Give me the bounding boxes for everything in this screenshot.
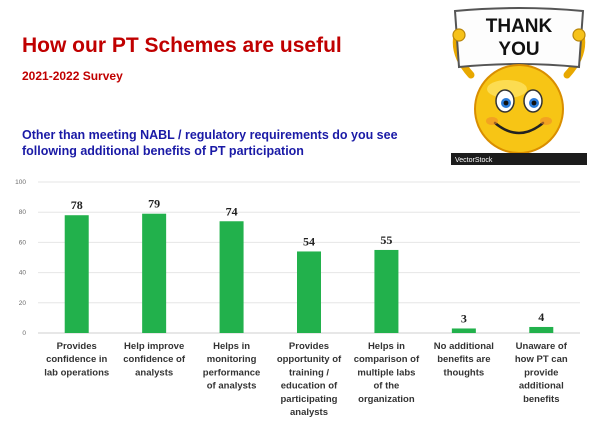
bars	[64, 213, 554, 333]
right-hand	[572, 28, 586, 42]
survey-question: Other than meeting NABL / regulatory req…	[22, 128, 398, 158]
bar	[297, 251, 321, 333]
y-tick-label: 100	[15, 179, 26, 186]
data-label: 74	[226, 204, 238, 218]
thank-you-smiley-icon: THANK YOU VectorStock	[451, 7, 587, 165]
value-labels: 78 79 74 54 55 3 4	[71, 197, 545, 326]
data-label: 4	[538, 310, 544, 324]
face-highlight	[487, 80, 527, 98]
left-cheek	[486, 117, 498, 125]
data-label: 3	[461, 311, 467, 325]
watermark-strip	[451, 153, 587, 165]
y-tick-label: 60	[19, 239, 27, 246]
y-tick-label: 0	[22, 330, 26, 337]
sign-line-2: YOU	[498, 39, 539, 60]
left-hand	[452, 28, 466, 42]
y-tick-label: 20	[19, 300, 27, 307]
data-label: 55	[380, 233, 392, 247]
right-pupil-center	[531, 100, 537, 106]
x-category-label: Unaware of how PT can provide additional ben…	[515, 341, 568, 405]
survey-subtitle: 2021-2022 Survey	[22, 69, 123, 83]
y-axis-ticks: 0 20 40 60 80 100	[15, 179, 26, 337]
bar	[219, 221, 244, 333]
right-cheek	[540, 117, 552, 125]
bar	[142, 213, 167, 333]
y-tick-label: 80	[19, 209, 27, 216]
benefits-bar-chart: 0 20 40 60 80 100 78 79 74 54 55 3 4 Provides confid…	[15, 179, 580, 418]
x-category-label: Helps in comparison of multiple labs of the…	[354, 341, 420, 405]
smiley-face	[474, 64, 564, 154]
smile	[493, 121, 545, 135]
data-label: 54	[303, 234, 315, 248]
x-category-label: Provides confidence in lab operations	[44, 341, 109, 378]
bar	[529, 326, 554, 333]
x-category-label: Help improve confidence of analysts	[123, 341, 186, 378]
watermark-text: VectorStock	[455, 157, 493, 164]
page-title: How our PT Schemes are useful	[22, 34, 342, 57]
x-category-label: Provides opportunity of training / educatio…	[277, 341, 342, 418]
data-label: 78	[71, 198, 83, 212]
x-category-label: Helps in monitoring performance of analysts	[203, 341, 261, 392]
gridlines	[38, 181, 580, 334]
sign-line-1: THANK	[486, 16, 553, 37]
category-labels: Provides confidence in lab operations Help …	[44, 341, 568, 418]
bar	[374, 249, 399, 333]
data-label: 79	[148, 197, 160, 211]
y-tick-label: 40	[19, 270, 27, 277]
bar	[64, 215, 89, 333]
x-category-label: No additional benefits are thoughts	[434, 341, 494, 378]
left-pupil-center	[503, 100, 509, 106]
bar	[451, 328, 476, 333]
